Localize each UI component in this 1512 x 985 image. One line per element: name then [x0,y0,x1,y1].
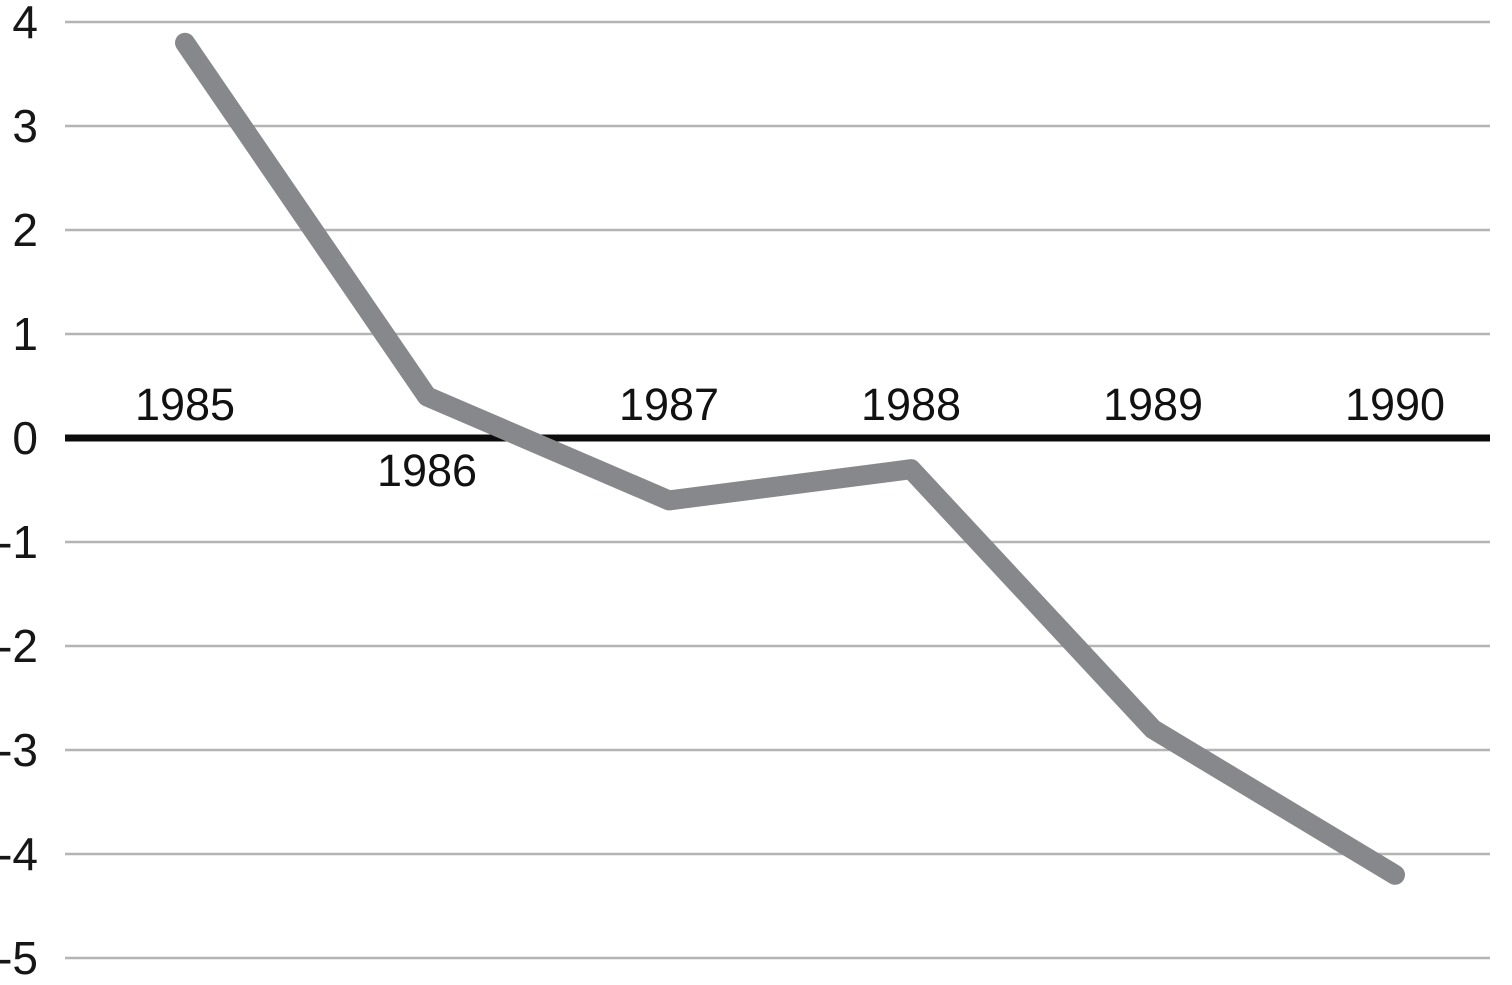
y-tick-label: 0 [12,412,38,464]
x-category-label: 1986 [377,445,477,496]
data-line-series-1 [175,32,1405,885]
y-tick-label: -1 [0,516,38,568]
x-category-label: 1989 [1103,379,1203,430]
y-tick-label: -5 [0,932,38,984]
y-tick-label: -3 [0,724,38,776]
y-tick-label: 2 [12,204,38,256]
y-tick-label: 4 [12,0,38,48]
x-category-label: 1987 [619,379,719,430]
y-tick-label: 3 [12,100,38,152]
y-tick-label: 1 [12,308,38,360]
x-category-label: 1988 [861,379,961,430]
y-tick-label: -2 [0,620,38,672]
y-tick-label: -4 [0,828,38,880]
x-category-label: 1990 [1345,379,1445,430]
x-category-label: 1985 [135,379,235,430]
